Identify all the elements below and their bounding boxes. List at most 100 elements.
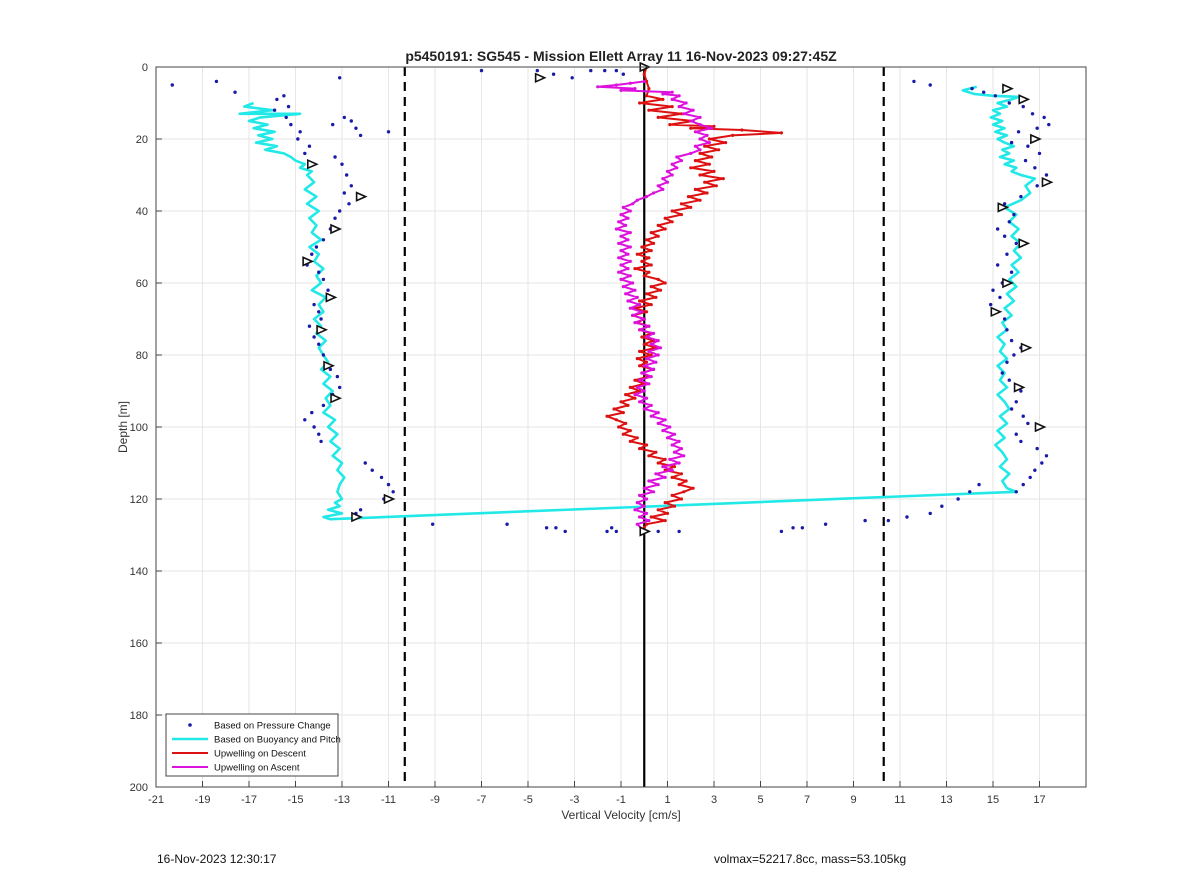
series-point [698, 137, 702, 141]
series-point [621, 205, 625, 209]
series-point [710, 155, 714, 159]
series-point [633, 508, 637, 512]
series-point [682, 490, 686, 494]
series-point [670, 475, 674, 479]
pressure-change-point [391, 490, 395, 494]
series-point [698, 173, 702, 177]
series-point [649, 263, 653, 267]
pressure-change-point [1005, 252, 1009, 256]
series-point [663, 418, 667, 422]
series-point [670, 443, 674, 447]
series-point [693, 144, 698, 148]
series-point [633, 87, 637, 91]
series-point [649, 285, 653, 289]
series-point [642, 342, 646, 346]
triangle-marker [325, 292, 338, 303]
series-point [698, 115, 702, 119]
x-tick-label: 13 [940, 794, 952, 806]
series-point [649, 515, 653, 519]
series-point [631, 202, 635, 206]
x-tick-label: -21 [148, 794, 164, 806]
series-point [679, 159, 684, 163]
series-point [677, 94, 681, 98]
series-point [644, 292, 649, 296]
series-point [693, 159, 698, 163]
pressure-change-point [995, 263, 1000, 267]
series-point [619, 234, 623, 238]
pressure-change-point [342, 115, 347, 120]
triangle-marker [316, 324, 329, 336]
pressure-change-point [610, 526, 614, 530]
series-point [633, 378, 637, 382]
pressure-change-point [317, 432, 321, 436]
series-point [656, 115, 660, 119]
pressure-change-point [1000, 371, 1004, 375]
pressure-change-point [326, 288, 330, 292]
series-point [644, 522, 649, 526]
series-point [670, 97, 674, 101]
series-point [638, 378, 642, 382]
series-point [640, 245, 644, 249]
triangle-marker [383, 493, 396, 505]
series-point [663, 281, 667, 285]
legend-swatch-dots [188, 723, 192, 727]
series-point [714, 184, 718, 188]
triangle-marker [1034, 421, 1047, 433]
series-point [740, 128, 744, 132]
legend: Based on Pressure Change Based on Buoyanc… [165, 713, 341, 777]
series-point [633, 393, 637, 397]
pressure-change-point [317, 342, 321, 346]
reference-lines [403, 67, 885, 787]
series-point [656, 508, 660, 512]
series-point [656, 184, 660, 188]
series-point [649, 403, 653, 407]
pressure-change-point [289, 122, 293, 127]
x-tick-label: -15 [288, 794, 304, 806]
series-point [647, 519, 651, 523]
pressure-change-point [321, 403, 326, 408]
x-tick-label: -7 [477, 794, 487, 806]
series-point [679, 213, 684, 217]
pressure-change-point [479, 68, 484, 73]
pressure-change-point [1005, 360, 1009, 364]
series-point [628, 81, 632, 85]
marker-layer [302, 61, 1054, 537]
triangle-marker [534, 72, 547, 84]
pressure-change-point [905, 515, 909, 519]
series-point [686, 195, 691, 199]
y-axis-ticks: 0 20 40 60 80 100 120 140 160 180 200 [130, 62, 162, 794]
pressure-change-point [333, 155, 337, 159]
pressure-change-point [1019, 439, 1023, 444]
x-tick-label: -13 [334, 794, 350, 806]
y-tick-label: 60 [136, 278, 148, 290]
series-point [672, 450, 677, 454]
pressure-change-point [1007, 101, 1011, 105]
series-point [649, 303, 653, 307]
x-axis-ticks: -21 -19 -17 -15 -13 -11 -9 -7 -5 -3 -1 1 3 5 7 9 11 13 15 1… [148, 781, 1046, 806]
pressure-change-point [1023, 158, 1028, 163]
triangle-marker [1002, 83, 1014, 94]
series-point [707, 162, 711, 166]
series-point [635, 198, 639, 202]
pressure-change-point [570, 76, 574, 80]
pressure-change-point [928, 83, 932, 87]
series-point [651, 241, 656, 245]
series-point [626, 238, 630, 242]
pressure-change-point [430, 522, 435, 526]
x-tick-label: -5 [523, 794, 533, 806]
pressure-change-point [1014, 400, 1018, 404]
triangle-marker [1002, 277, 1014, 289]
series-point [656, 223, 660, 227]
series-point [619, 249, 623, 253]
series-point [663, 475, 667, 479]
pressure-change-point [656, 529, 660, 534]
pressure-change-point [303, 151, 307, 156]
series-point [731, 133, 735, 137]
series-point [642, 317, 646, 321]
series-point [691, 486, 695, 490]
pressure-change-point [551, 72, 556, 76]
series-point [698, 123, 702, 127]
series-3 [596, 79, 714, 534]
pressure-change-point [544, 526, 549, 530]
